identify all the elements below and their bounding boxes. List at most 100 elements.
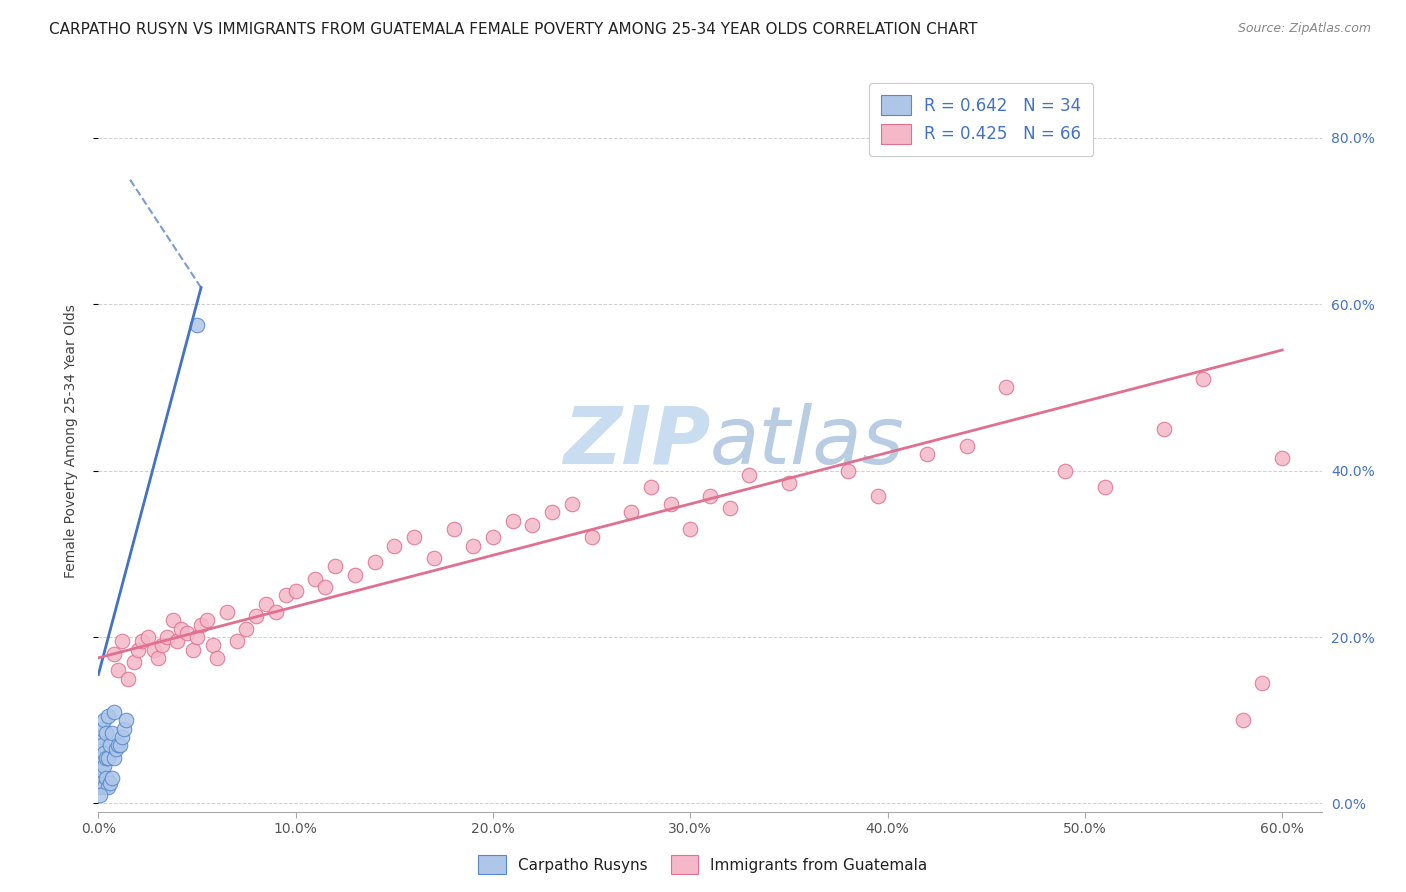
Point (108, 738, 131, 752)
Legend: Carpatho Rusyns, Immigrants from Guatemala: Carpatho Rusyns, Immigrants from Guatema… (472, 849, 934, 880)
Point (274, 589, 297, 603)
Point (382, 539, 405, 553)
Point (1094, 480, 1116, 494)
Point (778, 476, 800, 491)
Point (93, 747, 115, 761)
Point (659, 497, 682, 511)
Point (994, 380, 1017, 394)
Point (225, 634, 247, 648)
Point (156, 630, 179, 644)
Point (150, 638, 173, 652)
Point (117, 672, 139, 686)
Point (103, 705, 125, 719)
Legend: R = 0.642   N = 34, R = 0.425   N = 66: R = 0.642 N = 34, R = 0.425 N = 66 (869, 83, 1092, 156)
Point (103, 750, 125, 764)
Point (718, 501, 741, 516)
Point (679, 522, 702, 536)
Point (699, 489, 721, 503)
Point (1232, 713, 1254, 727)
Point (363, 555, 385, 569)
Point (186, 318, 208, 332)
Point (89, 755, 111, 769)
Point (142, 642, 165, 657)
Point (122, 655, 145, 669)
Point (89, 780, 111, 794)
Point (463, 539, 485, 553)
Point (89, 788, 111, 802)
Point (91, 775, 114, 789)
Point (89, 742, 111, 756)
Point (837, 464, 859, 478)
Point (96, 725, 118, 739)
Point (502, 514, 524, 528)
Point (93, 713, 115, 727)
Point (264, 605, 287, 619)
Point (541, 505, 564, 519)
Point (131, 634, 153, 648)
Point (195, 614, 218, 628)
Point (127, 642, 149, 657)
Point (482, 530, 505, 544)
Point (866, 489, 889, 503)
Point (186, 630, 208, 644)
Point (101, 725, 124, 739)
Point (91, 763, 114, 777)
Point (343, 567, 366, 582)
Point (166, 634, 188, 648)
Point (1271, 451, 1294, 466)
Point (235, 622, 257, 636)
Point (215, 605, 238, 619)
Point (96, 750, 118, 764)
Point (423, 551, 446, 566)
Point (181, 642, 204, 657)
Point (738, 467, 761, 482)
Point (404, 530, 426, 544)
Point (522, 517, 544, 532)
Point (105, 742, 128, 756)
Point (96, 772, 118, 786)
Point (107, 738, 129, 752)
Point (91, 750, 114, 764)
Point (1192, 372, 1215, 386)
Point (89, 730, 111, 744)
Point (101, 772, 124, 786)
Point (1251, 675, 1274, 690)
Point (91, 738, 114, 752)
Point (561, 497, 583, 511)
Point (620, 505, 643, 519)
Point (1153, 422, 1175, 436)
Point (1054, 464, 1077, 478)
Point (98, 775, 121, 789)
Text: Source: ZipAtlas.com: Source: ZipAtlas.com (1237, 22, 1371, 36)
Point (112, 722, 135, 736)
Point (176, 625, 198, 640)
Point (93, 759, 115, 773)
Point (97, 780, 120, 794)
Point (304, 572, 326, 586)
Text: atlas: atlas (710, 402, 905, 481)
Point (136, 630, 159, 644)
Point (205, 650, 228, 665)
Point (97, 709, 120, 723)
Text: CARPATHO RUSYN VS IMMIGRANTS FROM GUATEMALA FEMALE POVERTY AMONG 25-34 YEAR OLDS: CARPATHO RUSYN VS IMMIGRANTS FROM GUATEM… (49, 22, 977, 37)
Point (98, 738, 121, 752)
Point (915, 447, 938, 461)
Point (97, 750, 120, 764)
Point (314, 580, 336, 594)
Point (443, 522, 465, 536)
Point (107, 663, 129, 677)
Point (162, 614, 184, 628)
Point (93, 780, 115, 794)
Text: ZIP: ZIP (562, 402, 710, 481)
Point (103, 647, 125, 661)
Point (955, 439, 977, 453)
Point (91, 722, 114, 736)
Point (170, 622, 193, 636)
Point (323, 559, 346, 574)
Y-axis label: Female Poverty Among 25-34 Year Olds: Female Poverty Among 25-34 Year Olds (63, 304, 77, 579)
Point (89, 767, 111, 781)
Point (640, 480, 662, 494)
Point (201, 638, 224, 652)
Point (111, 634, 134, 648)
Point (115, 713, 138, 727)
